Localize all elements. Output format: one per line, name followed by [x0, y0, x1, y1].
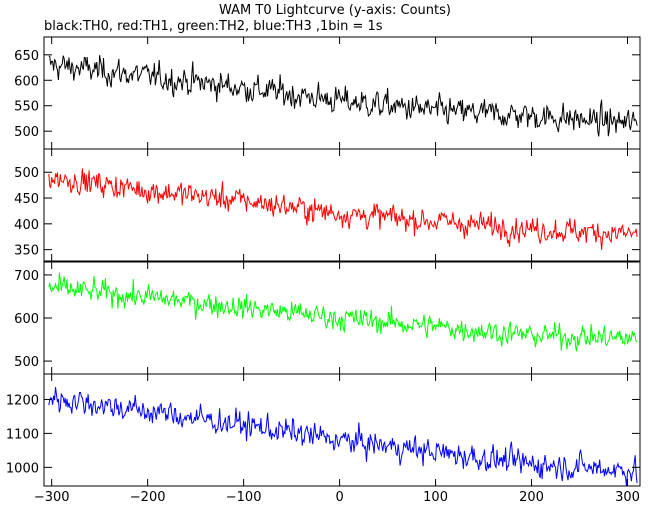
panels-group: 500 550 600 650 350 400 450 500 500 600 700 1000 110… — [6, 36, 641, 487]
y-tick-label: 500 — [14, 166, 39, 181]
panel-th3: 1000 1100 1200 — [6, 373, 641, 487]
series-line-th0 — [48, 55, 638, 137]
chart-subtitle: black:TH0, red:TH1, green:TH2, blue:TH3 … — [44, 19, 383, 34]
series-line-th1 — [48, 168, 638, 250]
x-axis: −300 −200 −100 0 100 200 300 — [34, 490, 640, 505]
panel-th2: 500 600 700 — [14, 261, 641, 375]
y-tick-label: 350 — [14, 244, 39, 259]
chart-title: WAM T0 Lightcurve (y-axis: Counts) — [219, 3, 451, 18]
panel-frame — [43, 373, 641, 487]
y-tick-label: 500 — [14, 125, 39, 140]
series-line-th3 — [48, 387, 638, 486]
panel-th1: 350 400 450 500 — [14, 148, 641, 262]
y-tick-label: 450 — [14, 192, 39, 207]
x-tick-label: −100 — [226, 490, 262, 505]
x-tick-label: 100 — [423, 490, 448, 505]
x-tick-label: −200 — [130, 490, 166, 505]
y-tick-label: 1200 — [6, 393, 39, 408]
series-line-th2 — [48, 272, 638, 352]
x-tick-label: −300 — [34, 490, 70, 505]
x-tick-label: 300 — [615, 490, 640, 505]
y-tick-label: 400 — [14, 218, 39, 233]
y-tick-label: 600 — [14, 312, 39, 327]
panel-frame — [43, 148, 641, 262]
y-tick-label: 500 — [14, 355, 39, 370]
y-tick-label: 600 — [14, 74, 39, 89]
y-tick-label: 700 — [14, 269, 39, 284]
y-tick-label: 550 — [14, 100, 39, 115]
y-tick-label: 1000 — [6, 461, 39, 476]
y-tick-label: 650 — [14, 49, 39, 64]
x-tick-label: 200 — [519, 490, 544, 505]
x-tick-label: 0 — [335, 490, 343, 505]
y-tick-label: 1100 — [6, 427, 39, 442]
